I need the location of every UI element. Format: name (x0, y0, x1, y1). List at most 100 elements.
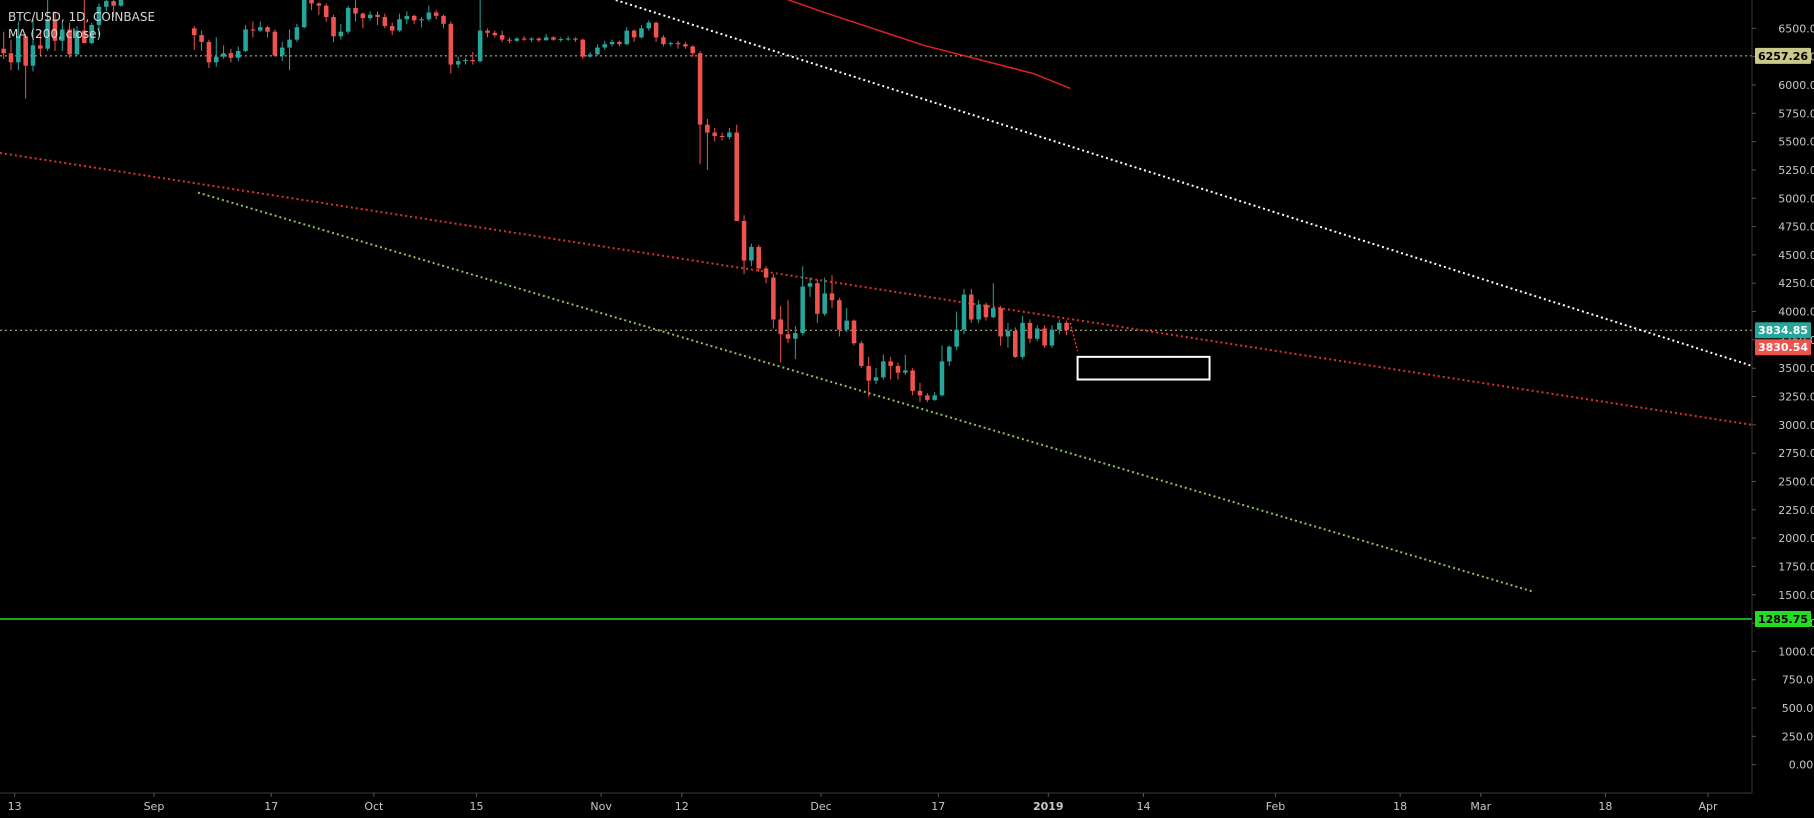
candle[interactable] (199, 30, 204, 51)
candle[interactable] (411, 14, 417, 24)
candle[interactable] (455, 56, 461, 68)
candle[interactable] (903, 354, 908, 375)
candle[interactable] (1042, 325, 1047, 348)
indicator-label[interactable]: MA (200, close) (8, 27, 102, 41)
candle[interactable] (631, 29, 637, 42)
candle[interactable] (617, 40, 622, 47)
candle[interactable] (426, 5, 432, 22)
candle[interactable] (639, 24, 644, 39)
candle[interactable] (910, 368, 915, 396)
candle[interactable] (793, 326, 798, 360)
candle[interactable] (947, 345, 952, 366)
candle[interactable] (712, 128, 718, 142)
candle[interactable] (382, 13, 388, 29)
trendline-mid-resistance[interactable] (0, 151, 1753, 426)
candle[interactable] (756, 244, 761, 272)
candle[interactable] (1056, 319, 1062, 335)
candle[interactable] (191, 26, 197, 50)
candle[interactable] (587, 52, 593, 58)
candle[interactable] (1064, 320, 1069, 336)
candle[interactable] (668, 41, 674, 47)
candle[interactable] (316, 2, 322, 15)
candle[interactable] (1, 31, 6, 59)
candle[interactable] (331, 14, 336, 42)
candle[interactable] (734, 124, 739, 221)
candle[interactable] (521, 36, 527, 41)
candle[interactable] (441, 14, 446, 29)
candle[interactable] (866, 356, 871, 397)
candle[interactable] (573, 37, 578, 42)
candle[interactable] (8, 39, 14, 71)
candle[interactable] (529, 37, 534, 42)
candle[interactable] (595, 44, 600, 56)
candle[interactable] (580, 38, 586, 59)
candle[interactable] (697, 50, 703, 165)
candle[interactable] (851, 319, 857, 346)
candle[interactable] (272, 29, 278, 57)
candle[interactable] (235, 46, 241, 62)
candle[interactable] (1013, 327, 1018, 358)
candle[interactable] (646, 20, 652, 31)
candle[interactable] (602, 40, 608, 50)
candle[interactable] (470, 52, 476, 65)
candle[interactable] (367, 11, 373, 21)
candle[interactable] (213, 37, 219, 67)
candle[interactable] (1005, 322, 1011, 348)
candle[interactable] (983, 302, 989, 321)
candle[interactable] (873, 368, 879, 385)
candle[interactable] (345, 5, 351, 34)
candle[interactable] (309, 0, 314, 11)
candle[interactable] (499, 30, 505, 42)
candle[interactable] (969, 288, 974, 323)
candle[interactable] (675, 40, 681, 49)
candle[interactable] (624, 27, 630, 46)
candle[interactable] (404, 11, 410, 24)
candle[interactable] (844, 308, 849, 332)
candle[interactable] (353, 0, 358, 22)
candle[interactable] (16, 21, 21, 71)
candle[interactable] (1034, 325, 1040, 341)
candle[interactable] (653, 21, 659, 42)
candle[interactable] (206, 39, 212, 68)
candle[interactable] (74, 26, 80, 56)
candle[interactable] (763, 266, 769, 284)
price-tag[interactable]: 1285.75 (1755, 611, 1811, 628)
candle[interactable] (800, 266, 805, 336)
candle[interactable] (705, 118, 710, 170)
candle[interactable] (785, 300, 791, 344)
candle[interactable] (565, 36, 571, 41)
price-tag[interactable]: 6257.26 (1755, 47, 1811, 64)
candle[interactable] (719, 132, 725, 141)
candle[interactable] (433, 10, 439, 20)
candle[interactable] (477, 0, 483, 63)
price-tag[interactable]: 3830.54 (1755, 339, 1811, 356)
candle[interactable] (551, 36, 556, 41)
symbol-title[interactable]: BTC/USD, 1D, COINBASE (8, 10, 156, 24)
candle[interactable] (815, 279, 820, 323)
trendline-upper-resistance[interactable] (615, 0, 1753, 367)
candle[interactable] (243, 24, 248, 53)
candle[interactable] (991, 283, 996, 319)
candle[interactable] (294, 23, 300, 42)
candle[interactable] (888, 356, 893, 380)
ma-200-line[interactable] (740, 0, 1071, 90)
target-box[interactable] (1076, 355, 1211, 381)
candle[interactable] (67, 22, 72, 58)
candle[interactable] (881, 354, 886, 380)
candle[interactable] (30, 16, 36, 72)
projection-line[interactable] (1069, 322, 1079, 352)
candle[interactable] (397, 13, 402, 32)
candle[interactable] (287, 29, 292, 71)
candle[interactable] (52, 11, 58, 51)
candle[interactable] (998, 305, 1003, 346)
candle[interactable] (1020, 316, 1025, 360)
candle[interactable] (338, 23, 344, 40)
candle[interactable] (749, 243, 754, 267)
candle[interactable] (1027, 319, 1033, 344)
candle[interactable] (771, 274, 776, 329)
candle[interactable] (609, 39, 615, 47)
candle[interactable] (23, 33, 28, 99)
candle[interactable] (492, 30, 498, 38)
candle[interactable] (690, 45, 696, 57)
candle[interactable] (778, 305, 783, 363)
